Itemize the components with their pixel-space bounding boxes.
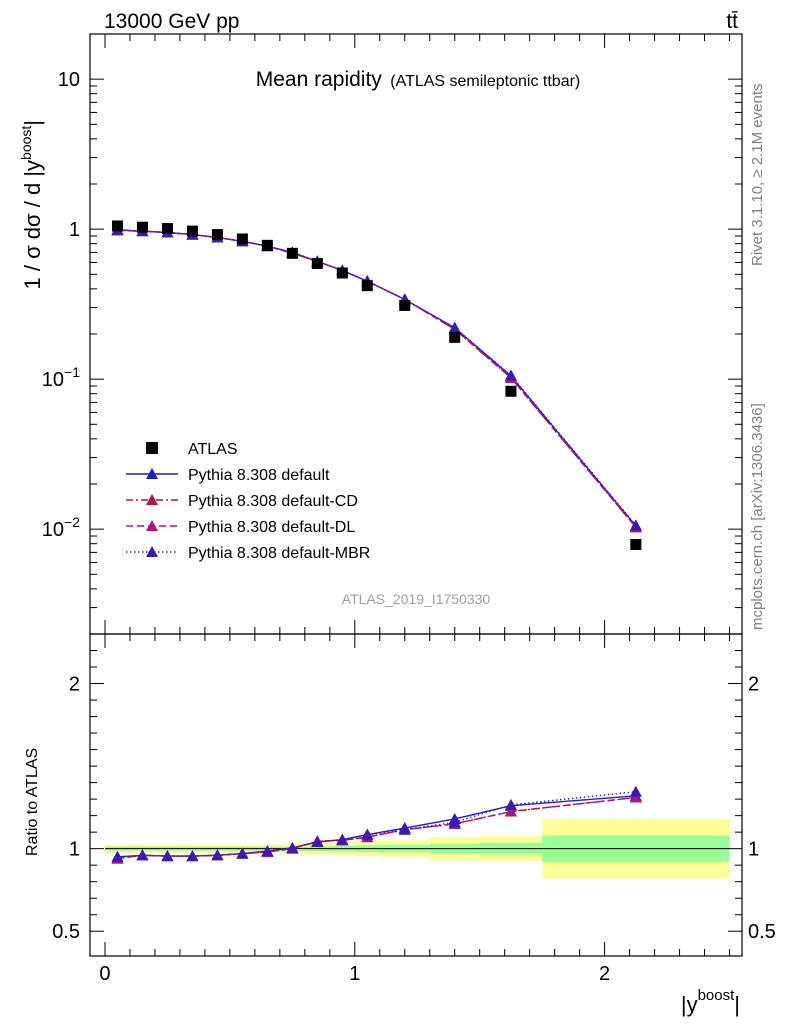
data-point <box>311 258 323 270</box>
ratio-series-marker <box>111 850 124 862</box>
main-series-marker <box>629 519 642 531</box>
ratio-xtick-label: 1 <box>349 963 360 985</box>
ratio-series-line-2 <box>117 796 636 860</box>
main-series-marker <box>448 321 461 333</box>
ratio-series-marker <box>504 798 517 810</box>
legend-marker <box>146 442 158 454</box>
ratio-series-marker <box>629 785 642 797</box>
ratio-xlabel-text: |y <box>681 992 698 1017</box>
legend-label: Pythia 8.308 default-DL <box>188 519 355 536</box>
ratio-series-marker <box>629 791 642 803</box>
ratio-xlabel-close: | <box>734 992 740 1017</box>
data-point <box>505 385 517 397</box>
analysis-label: ATLAS_2019_I1750330 <box>342 591 491 607</box>
main-ylabel-text: 1 / σ dσ / d |y <box>20 160 45 289</box>
main-series-marker <box>504 369 517 381</box>
main-ytick-label-exp: −1 <box>64 364 80 380</box>
legend-marker <box>146 520 158 531</box>
main-ytick-label: 10−1 <box>42 364 80 391</box>
main-ytick-label-base: 1 <box>69 219 80 241</box>
ratio-ytick-label-right: 0.5 <box>748 921 776 943</box>
ratio-plot-area: 0.5 0.5 1 1 2 2 0 1 2 <box>52 633 776 985</box>
ratio-ytick-label: 0.5 <box>52 921 80 943</box>
rivet-label: Rivet 3.1.10, ≥ 2.1M events <box>749 84 766 267</box>
ratio-ytick-label-right: 1 <box>748 839 759 861</box>
energy-label: 13000 GeV pp <box>104 10 239 33</box>
ratio-xtick-label: 2 <box>599 963 610 985</box>
data-point <box>399 299 411 311</box>
ratio-series-marker <box>311 836 324 848</box>
ratio-series-marker <box>361 828 374 840</box>
data-point <box>161 223 173 235</box>
data-point <box>336 267 348 279</box>
data-point <box>449 331 461 343</box>
legend-label: Pythia 8.308 default-MBR <box>188 545 370 562</box>
main-ytick-label-exp: −2 <box>64 514 80 530</box>
ratio-series-marker <box>448 816 461 828</box>
data-point <box>261 239 273 251</box>
legend-marker <box>146 468 158 479</box>
ratio-series-marker <box>336 833 349 845</box>
ratio-series-marker <box>186 850 199 862</box>
chart-subtitle: (ATLAS semileptonic ttbar) <box>390 73 580 90</box>
main-ylabel-close: | <box>20 120 45 126</box>
ratio-series-marker <box>211 849 224 861</box>
main-ylabel: 1 / σ dσ / d |yboost| <box>18 120 45 289</box>
data-point <box>136 221 148 233</box>
ratio-frame <box>89 633 743 957</box>
data-point <box>286 247 298 259</box>
chart-title: Mean rapidity (ATLAS semileptonic ttbar) <box>256 68 581 91</box>
mcplots-label: mcplots.cern.ch [arXiv:1306.3436] <box>749 403 766 630</box>
ratio-xlabel-sup: boost <box>698 987 736 1004</box>
ratio-ytick-label-right: 2 <box>748 674 759 696</box>
legend-marker <box>146 546 158 557</box>
data-point <box>236 233 248 245</box>
legend-label: Pythia 8.308 default-CD <box>188 493 358 510</box>
ratio-series-marker <box>161 850 174 862</box>
main-ytick-label-base: 10 <box>58 69 80 91</box>
legend-label: Pythia 8.308 default <box>188 467 330 484</box>
main-ytick-label: 10 <box>58 69 80 91</box>
data-point <box>186 225 198 237</box>
ratio-series-marker <box>504 805 517 817</box>
ratio-ytick-label: 1 <box>69 839 80 861</box>
legend-label: ATLAS <box>188 441 238 458</box>
ratio-ytick-label: 2 <box>69 674 80 696</box>
ratio-xlabel: |yboost| <box>681 987 740 1017</box>
main-ytick-label-base: 10 <box>42 369 64 391</box>
ratio-xtick-label: 0 <box>99 963 110 985</box>
ratio-series-marker <box>236 847 249 859</box>
chart-title-main: Mean rapidity <box>256 68 383 91</box>
ratio-ylabel: Ratio to ATLAS <box>24 748 41 856</box>
ratio-series-marker <box>136 849 149 861</box>
data-point <box>111 220 123 232</box>
data-point <box>211 229 223 241</box>
main-ytick-label: 1 <box>69 219 80 241</box>
legend-marker <box>146 494 158 505</box>
ratio-series-marker <box>286 841 299 853</box>
main-frame <box>89 33 743 635</box>
main-ytick-label: 10−2 <box>42 514 80 541</box>
process-label: tt̄ <box>726 10 738 33</box>
data-point <box>361 280 373 292</box>
ratio-series-marker <box>398 823 411 835</box>
ratio-series-marker <box>261 845 274 857</box>
main-ylabel-sup: boost <box>18 126 34 160</box>
main-ytick-label-base: 10 <box>42 519 64 541</box>
data-point <box>630 539 642 551</box>
legend: ATLAS Pythia 8.308 default Pythia 8.308 de… <box>126 441 370 562</box>
